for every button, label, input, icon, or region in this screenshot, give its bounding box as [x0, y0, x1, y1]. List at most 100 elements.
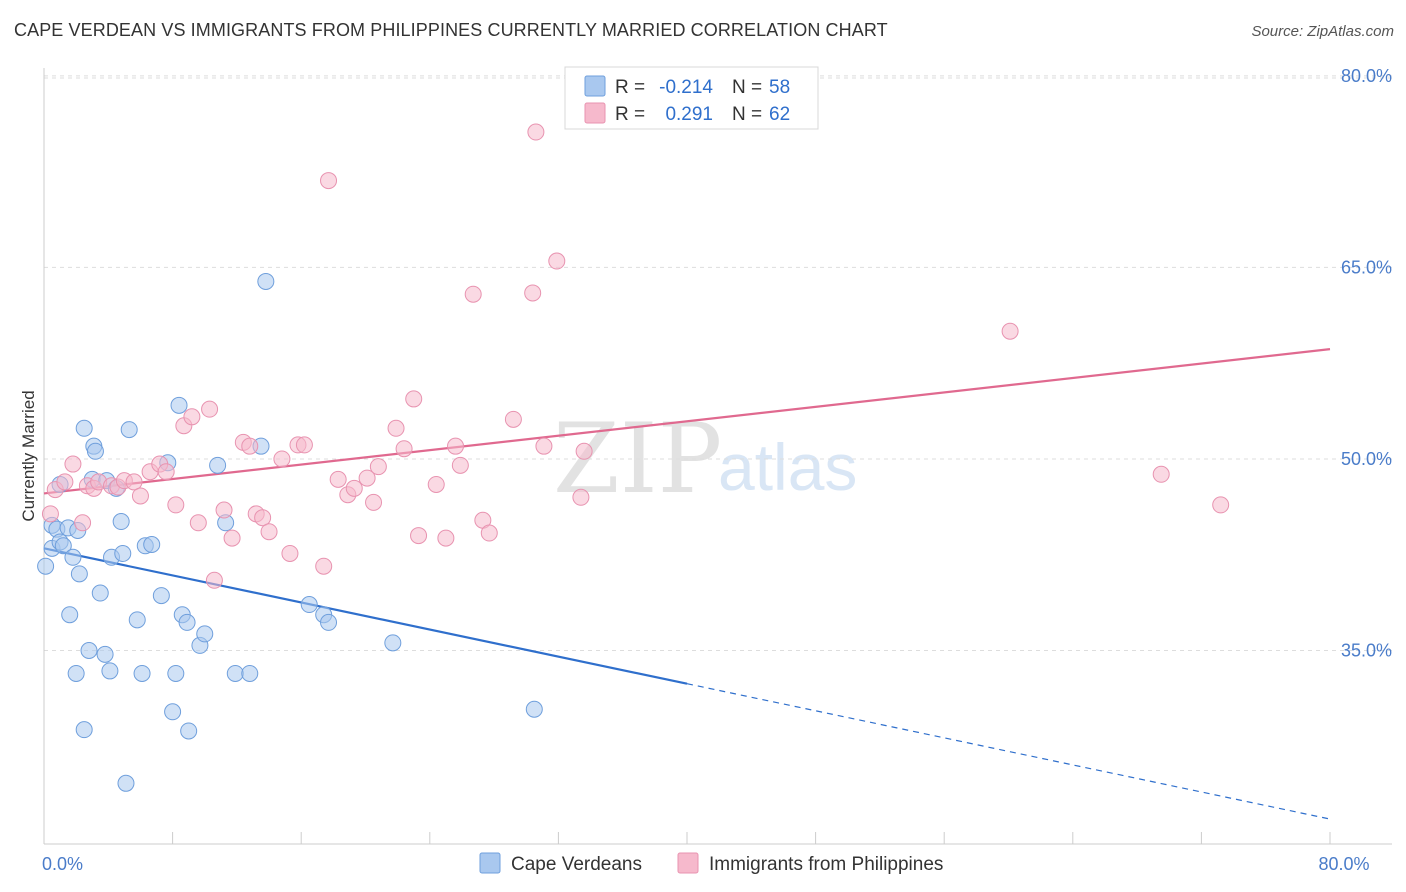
philippines-point [365, 493, 383, 511]
cape-verdean-point [128, 611, 146, 629]
philippines-trend [43, 348, 1331, 495]
cape-verdean-point [75, 419, 93, 437]
cape-verdean-point [178, 613, 196, 631]
cape-verdean-point [86, 442, 104, 460]
philippines-point [241, 437, 259, 455]
cape-verdean-point [209, 456, 227, 474]
philippines-point [387, 419, 405, 437]
y-tick-label: 65.0% [1341, 257, 1392, 277]
y-tick-labels: 35.0% 50.0% 65.0% 80.0% [1341, 66, 1392, 661]
gridlines [44, 75, 1392, 651]
philippines-point [215, 501, 233, 519]
cape-verdean-point [37, 557, 55, 575]
bottom-legend-swatch-pink [677, 852, 699, 874]
legend-r-value-1: -0.214 [659, 77, 713, 98]
cape-verdean-point [80, 642, 98, 659]
philippines-point [437, 529, 455, 547]
philippines-point [281, 544, 299, 562]
cape-verdean-point [525, 700, 543, 718]
philippines-point [358, 469, 376, 487]
source-credit: Source: ZipAtlas.com [1251, 23, 1394, 40]
chart-title: CAPE VERDEAN VS IMMIGRANTS FROM PHILIPPI… [14, 20, 888, 40]
philippines-point [527, 123, 545, 141]
bottom-legend-label-1: Cape Verdeans [511, 854, 642, 875]
legend-swatch-blue [584, 75, 606, 97]
philippines-point [260, 523, 278, 541]
legend-r-label-1: R = [615, 77, 645, 98]
philippines-point [369, 458, 387, 476]
cape-verdean-point [143, 536, 161, 554]
philippines-point [447, 437, 465, 455]
bottom-legend-label-2: Immigrants from Philippines [709, 854, 943, 875]
philippines-point [157, 463, 175, 481]
cape-verdean-point [117, 774, 135, 792]
philippines-point [1152, 465, 1170, 483]
cape-verdean-point [133, 664, 151, 682]
cape-verdean-point [67, 664, 85, 682]
cape-verdean-point [196, 625, 214, 643]
philippines-point [395, 440, 413, 458]
cape-verdean-point [112, 513, 130, 531]
legend-n-label-1: N = [732, 77, 762, 98]
watermark-atlas: atlas [718, 430, 857, 504]
x-tick-label: 80.0% [1318, 854, 1369, 874]
trend-lines [43, 348, 1331, 820]
data-points [37, 123, 1230, 792]
cape-verdean-point [300, 596, 318, 614]
cape-verdean-point [70, 565, 88, 583]
philippines-point [205, 571, 223, 589]
legend-r-value-2: 0.291 [665, 104, 713, 125]
cape-verdean-point [64, 548, 82, 566]
cape-verdean-point [101, 662, 119, 680]
philippines-point [427, 475, 445, 493]
philippines-point [524, 284, 542, 302]
cape-verdean-point [180, 722, 198, 740]
cape-verdean-point [114, 544, 132, 562]
philippines-point [315, 557, 333, 575]
cape-verdean-point [320, 613, 338, 631]
cape-verdean-trend [43, 547, 688, 685]
legend-n-value-1: 58 [769, 77, 790, 98]
philippines-point [405, 390, 423, 408]
philippines-point [451, 456, 469, 474]
philippines-point [41, 505, 59, 523]
cape-verdean-point [61, 606, 79, 624]
cape-verdean-point [120, 421, 138, 439]
philippines-point [572, 488, 590, 506]
legend-r-label-2: R = [615, 104, 645, 125]
philippines-point [480, 524, 498, 542]
stats-legend: R = -0.214 N = 58 R = 0.291 N = 62 [564, 66, 819, 130]
cape-verdean-point [167, 664, 185, 682]
cape-verdean-point [170, 396, 188, 414]
philippines-point [131, 487, 149, 505]
cape-verdean-trend-extension [686, 683, 1331, 820]
philippines-point [504, 410, 522, 428]
philippines-point [320, 172, 338, 190]
philippines-point [329, 470, 347, 488]
philippines-point [183, 408, 201, 426]
philippines-point [189, 514, 207, 532]
bottom-legend-swatch-blue [479, 852, 501, 874]
philippines-point [345, 479, 363, 497]
philippines-point [74, 514, 92, 532]
philippines-point [1212, 496, 1230, 514]
cape-verdean-point [96, 645, 114, 663]
philippines-point [410, 527, 428, 545]
y-tick-label: 35.0% [1341, 641, 1392, 661]
philippines-point [167, 496, 185, 514]
cape-verdean-point [241, 664, 259, 682]
philippines-point [295, 436, 313, 454]
cape-verdean-point [75, 721, 93, 739]
philippines-point [575, 442, 593, 460]
cape-verdean-point [257, 272, 275, 290]
cape-verdean-point [54, 537, 72, 555]
cape-verdean-point [384, 634, 402, 652]
y-tick-label: 50.0% [1341, 449, 1392, 469]
cape-verdean-point [91, 584, 109, 602]
philippines-point [548, 252, 566, 270]
y-axis-label: Currently Married [19, 390, 38, 521]
philippines-point [1001, 322, 1019, 340]
legend-swatch-pink [584, 102, 606, 124]
y-tick-label: 80.0% [1341, 66, 1392, 86]
